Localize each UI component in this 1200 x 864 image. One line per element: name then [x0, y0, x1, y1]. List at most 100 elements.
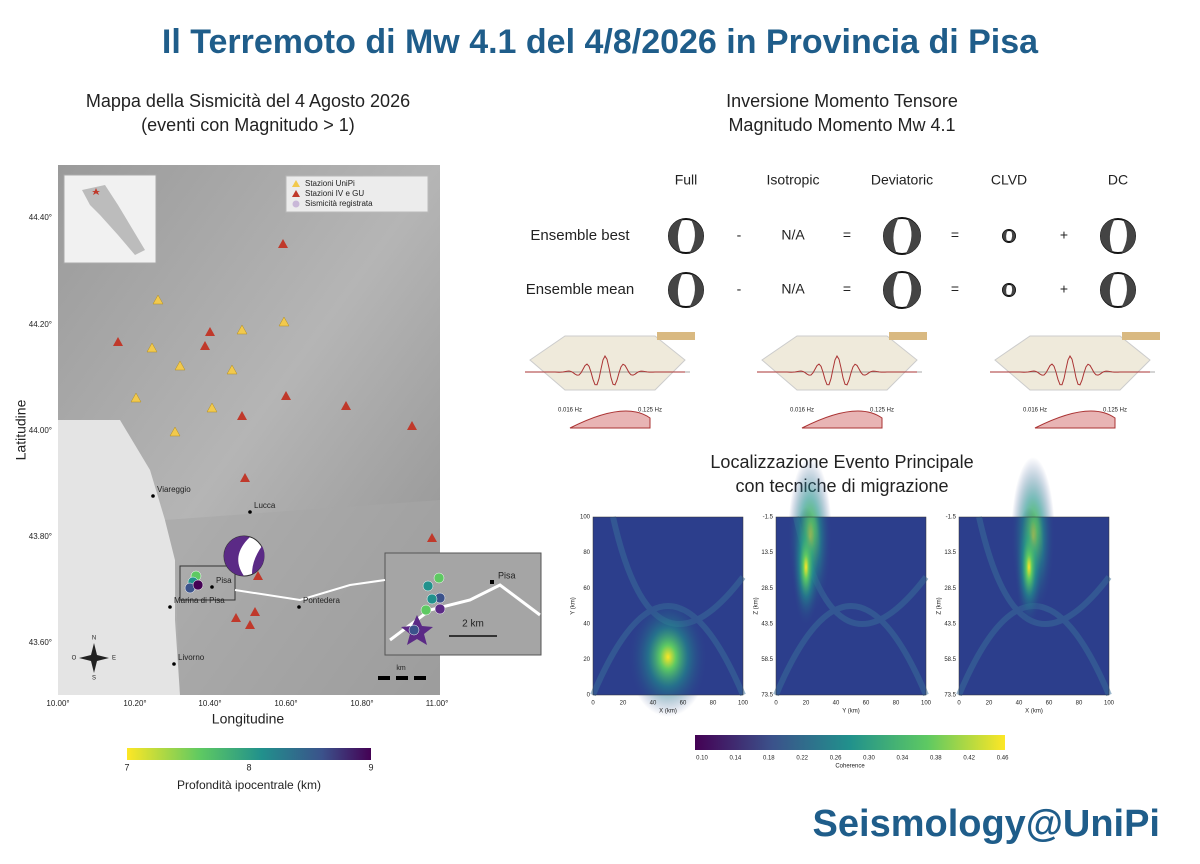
beachball-fill — [1002, 230, 1008, 242]
x-tick: 60 — [680, 701, 687, 707]
scale-label: 2 km — [462, 619, 484, 630]
station-unipi — [152, 294, 164, 305]
colorbar-tick: 0.42 — [963, 756, 975, 762]
legend-box — [285, 175, 429, 213]
operator: + — [1060, 227, 1068, 243]
colorbar-label: Profondità ipocentrale (km) — [177, 778, 321, 792]
legend-symbol — [292, 180, 300, 187]
lon-tick: 11.00° — [426, 699, 449, 708]
colorbar-tick: 8 — [246, 762, 251, 772]
operator: = — [951, 281, 959, 297]
na-label: N/A — [781, 281, 805, 297]
colorbar-tick: 0.46 — [997, 756, 1009, 762]
x-tick: 80 — [1076, 701, 1083, 707]
section-title: Inversione Momento Tensore — [726, 91, 958, 111]
axis-label: Longitudine — [212, 711, 285, 727]
event — [422, 580, 434, 592]
x-tick: 40 — [650, 701, 657, 707]
legend-label: Stazioni IV e GU — [305, 189, 364, 198]
freq-label: 0.016 Hz — [790, 408, 814, 414]
beachball-fill — [1121, 273, 1136, 307]
station-unipi — [169, 426, 181, 437]
station-ivgu — [278, 239, 288, 248]
station-unipi — [174, 360, 186, 371]
place-dot — [151, 494, 155, 498]
y-tick: 43.5 — [761, 621, 773, 627]
beachball-fill — [689, 219, 704, 253]
freq-label: 0.016 Hz — [1023, 408, 1047, 414]
lat-tick: 43.80° — [29, 532, 52, 541]
waveform — [757, 355, 917, 386]
spectrum — [569, 410, 651, 429]
y-tick: 13.5 — [761, 550, 773, 556]
station-unipi — [206, 402, 218, 413]
beachball-fill — [1002, 284, 1008, 296]
page-title: Il Terremoto di Mw 4.1 del 4/8/2026 in P… — [162, 23, 1039, 61]
beachball-fill — [883, 218, 899, 254]
waveform — [990, 355, 1150, 386]
event — [408, 624, 420, 636]
coherence-peak — [1015, 507, 1043, 627]
place-dot — [210, 585, 214, 589]
station-ivgu — [281, 391, 291, 400]
x-tick: 100 — [1104, 701, 1115, 707]
axis-label: Z (km) — [754, 597, 760, 614]
lat-tick: 43.60° — [29, 638, 52, 647]
station-ivgu — [407, 421, 417, 430]
operator: = — [951, 227, 959, 243]
beachball-fill — [224, 536, 250, 576]
x-tick: 60 — [1046, 701, 1053, 707]
x-tick: 20 — [803, 701, 810, 707]
place-dot — [172, 662, 176, 666]
freq-label: 0.125 Hz — [870, 408, 894, 414]
scale-label: km — [396, 665, 406, 672]
station-ivgu — [113, 337, 123, 346]
map-title: (eventi con Magnitudo > 1) — [141, 115, 355, 135]
column-header: Deviatoric — [871, 172, 933, 188]
x-tick: 20 — [620, 701, 627, 707]
place-label: Pisa — [498, 570, 516, 580]
colorbar-tick: 0.14 — [730, 756, 742, 762]
beachball-fill — [668, 273, 683, 307]
colorbar-tick: 0.10 — [696, 756, 708, 762]
freq-label: 0.016 Hz — [558, 408, 582, 414]
operator: = — [843, 227, 851, 243]
place-dot — [248, 510, 252, 514]
station-unipi — [146, 342, 158, 353]
heatmap-frame — [958, 516, 1110, 696]
beachball-fill — [689, 273, 704, 307]
colorbar-tick: 0.22 — [796, 756, 808, 762]
colorbar-tick: 0.26 — [830, 756, 842, 762]
x-tick: 80 — [710, 701, 717, 707]
operator: - — [737, 281, 742, 297]
station-ivgu — [341, 401, 351, 410]
station-unipi — [278, 316, 290, 327]
column-header: CLVD — [991, 172, 1027, 188]
place-label: Viareggio — [157, 485, 191, 494]
y-tick: 40 — [583, 621, 590, 627]
lat-tick: 44.20° — [29, 320, 52, 329]
colorbar-tick: 0.30 — [863, 756, 875, 762]
event — [433, 572, 445, 584]
beachball-fill — [905, 218, 921, 254]
sea — [58, 420, 180, 695]
legend-label: Stazioni UniPi — [305, 179, 355, 188]
colorbar-tick: 9 — [368, 762, 373, 772]
place-dot — [490, 580, 494, 584]
compass-label: O — [72, 656, 77, 662]
star-marker — [92, 188, 100, 195]
station-ivgu — [245, 620, 255, 629]
axis-label: X (km) — [1025, 709, 1043, 715]
x-tick: 80 — [893, 701, 900, 707]
station-ivgu — [427, 533, 437, 542]
place-label: Marina di Pisa — [174, 596, 225, 605]
axis-label: Latitudine — [13, 399, 29, 460]
place-dot — [168, 605, 172, 609]
x-tick: 100 — [921, 701, 932, 707]
y-tick: 43.5 — [944, 621, 956, 627]
y-tick: 73.5 — [944, 693, 956, 699]
river — [234, 579, 386, 602]
beachball-fill — [883, 272, 899, 308]
legend-symbol — [292, 200, 300, 208]
x-tick: 20 — [986, 701, 993, 707]
